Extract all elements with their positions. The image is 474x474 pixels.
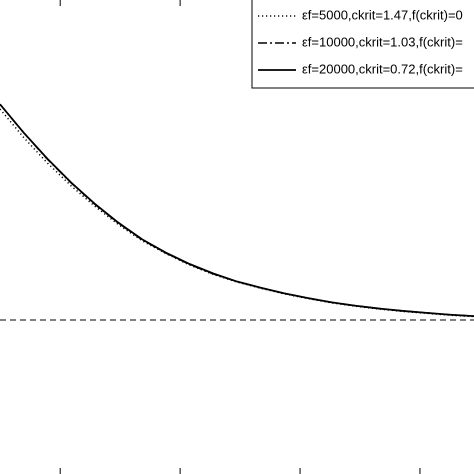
legend-box bbox=[251, 0, 474, 89]
series-line bbox=[0, 103, 474, 318]
legend-label: εf=20000,ckrit=0.72,f(ckrit)= bbox=[302, 61, 463, 76]
legend-label: εf=10000,ckrit=1.03,f(ckrit)= bbox=[302, 34, 463, 49]
legend-label: εf=5000,ckrit=1.47,f(ckrit)=0 bbox=[302, 7, 463, 22]
